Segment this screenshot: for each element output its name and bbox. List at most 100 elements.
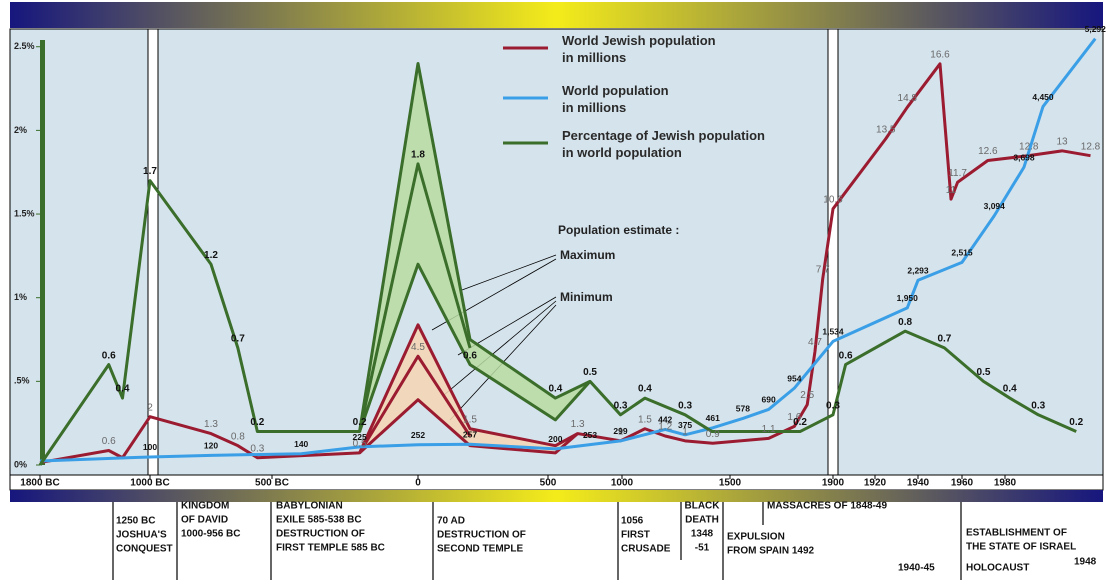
series-line (358, 262, 592, 433)
data-label: 1 (618, 426, 624, 437)
event-label: 70 AD (437, 516, 465, 527)
estimate-band (359, 63, 591, 432)
data-label: 10.6 (823, 194, 843, 205)
x-tick-label: 1800 BC (20, 478, 59, 489)
era-marker (827, 28, 839, 490)
data-label: 0.3 (678, 400, 692, 411)
data-label: 2 (147, 402, 153, 413)
event-label: SECOND TEMPLE (437, 544, 523, 555)
event-label: 1000-956 BC (181, 529, 240, 540)
event-label: FIRST TEMPLE 585 BC (276, 543, 385, 554)
data-label: 1.5 (638, 414, 652, 425)
data-label: 2,293 (907, 266, 929, 276)
data-label: 578 (736, 404, 750, 414)
data-label: 100 (143, 442, 157, 452)
data-label: 0.7 (231, 334, 245, 345)
data-label: 0.9 (706, 429, 720, 440)
data-label: 3,698 (1013, 152, 1035, 162)
data-label: 375 (678, 420, 692, 430)
data-label: 4.7 (808, 337, 822, 348)
x-tick-label: 1960 (951, 478, 974, 489)
data-label: 13 (1056, 136, 1068, 147)
data-label: 16.6 (930, 49, 950, 60)
data-label: 0.8 (898, 317, 912, 328)
data-label: 14.8 (898, 93, 918, 104)
data-label: 120 (204, 441, 218, 451)
data-label: 12.8 (1081, 141, 1101, 152)
data-label: 690 (762, 395, 776, 405)
data-label: 0.6 (102, 436, 116, 447)
annotation: Minimum (560, 290, 613, 304)
data-label: 13.5 (876, 124, 896, 135)
data-label: 1.2 (204, 250, 218, 261)
x-tick-label: 1920 (864, 478, 887, 489)
data-label: 0.7 (937, 334, 951, 345)
data-label: 4,450 (1032, 92, 1054, 102)
series-line (358, 162, 472, 432)
event-label: EXPULSION (727, 532, 785, 543)
y-tick-label: 2% (14, 125, 27, 135)
event-label: CONQUEST (116, 544, 173, 555)
series-line (358, 354, 472, 454)
data-label: 11 (946, 185, 957, 196)
data-label: 1.2 (658, 422, 672, 433)
data-label: 0.8 (231, 431, 245, 442)
data-label: 0.5 (353, 439, 367, 450)
data-label: 3,094 (984, 201, 1006, 211)
event-label: HOLOCAUST (966, 563, 1029, 574)
data-label: 0.6 (102, 350, 116, 361)
x-tick-label: 1980 (994, 478, 1017, 489)
data-label: 12.8 (1019, 141, 1039, 152)
event-label: CRUSADE (621, 544, 671, 555)
event-label: DESTRUCTION OF (276, 529, 365, 540)
data-label: 1.3 (204, 419, 218, 430)
series-line (38, 61, 1077, 466)
event-label: 1348 (691, 529, 714, 540)
event-separators (112, 502, 962, 580)
data-label: 0.2 (1069, 417, 1083, 428)
data-label: 257 (463, 430, 477, 440)
data-label: 4.5 (411, 342, 425, 353)
data-label: 1,950 (897, 293, 919, 303)
event-label: MASSACRES OF 1848-49 (767, 501, 887, 512)
y-tick-label: .5% (14, 376, 30, 386)
data-label: 7.7 (816, 265, 830, 276)
x-tick-label: 1940 (907, 478, 930, 489)
data-label: 200 (548, 434, 562, 444)
data-label: 0.3 (1031, 400, 1045, 411)
data-label: 442 (658, 415, 672, 425)
event-label: BLACK (685, 501, 721, 512)
annotation: Population estimate : (558, 223, 679, 237)
top-bar (10, 2, 1103, 28)
data-label: 1.6 (787, 412, 801, 423)
data-label: 1 (682, 426, 688, 437)
data-label: 1.7 (143, 166, 157, 177)
data-label: 1.8 (411, 149, 425, 160)
x-tick-label: 1900 (822, 478, 845, 489)
data-label: 0.4 (1003, 384, 1017, 395)
legend-label: Percentage of Jewish population in world… (562, 128, 765, 160)
data-label: 140 (294, 439, 308, 449)
data-label: 2,515 (951, 248, 973, 258)
data-label: 5,292 (1085, 24, 1107, 34)
estimate-band (359, 324, 578, 453)
event-label: 1940-45 (898, 563, 935, 574)
data-label: 0.3 (250, 443, 264, 454)
x-tick-label: 1500 (719, 478, 742, 489)
data-label: 0.6 (463, 350, 477, 361)
data-label: 253 (583, 430, 597, 440)
event-label: -51 (695, 543, 710, 554)
legend-label: World Jewish population in millions (562, 33, 716, 65)
x-tick-label: 500 (540, 478, 557, 489)
x-tick-label: 0 (415, 478, 421, 489)
data-label: 0.3 (614, 400, 628, 411)
event-label: EXILE 585-538 BC (276, 515, 362, 526)
legend-label: World population in millions (562, 83, 669, 115)
data-label: 1.1 (762, 424, 776, 435)
event-label: 1056 (621, 516, 644, 527)
event-label: ESTABLISHMENT OF (966, 528, 1067, 539)
data-label: 225 (353, 432, 367, 442)
y-tick-label: 1.5% (14, 208, 35, 218)
y-tick-label: 2.5% (14, 41, 35, 51)
